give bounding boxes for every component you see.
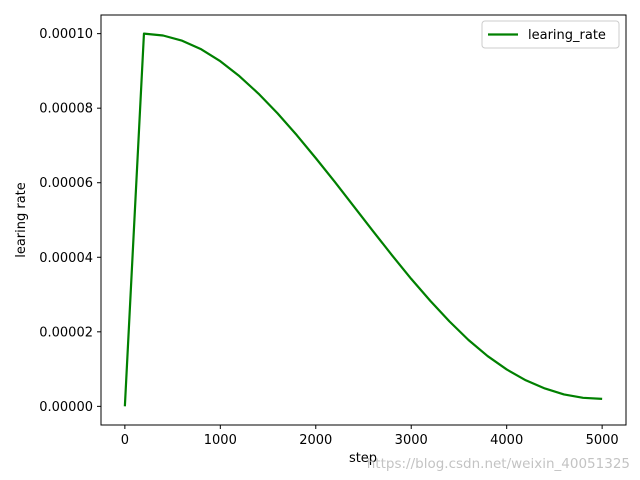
y-tick-label: 0.00006 <box>39 176 93 191</box>
y-tick-label: 0.00004 <box>39 251 93 266</box>
legend: learing_rate <box>481 20 620 49</box>
x-tick-label: 4000 <box>490 433 523 448</box>
legend-label: learing_rate <box>528 28 606 43</box>
x-axis-ticks: 0 1000 2000 3000 4000 5000 <box>121 425 619 448</box>
series-line-learing-rate <box>123 32 603 407</box>
y-tick-label: 0.00010 <box>39 27 93 42</box>
watermark-text: https://blog.csdn.net/weixin_40051325 <box>367 456 630 472</box>
y-axis-ticks: 0.00000 0.00002 0.00004 0.00006 0.00008 0.000… <box>39 27 101 415</box>
x-axis-label: step <box>349 451 377 466</box>
x-tick-label: 0 <box>121 433 129 448</box>
y-tick-label: 0.00000 <box>39 400 93 415</box>
legend-box <box>481 20 620 49</box>
plot-frame <box>100 14 627 426</box>
x-tick-label: 3000 <box>395 433 428 448</box>
x-tick-label: 1000 <box>204 433 237 448</box>
x-tick-label: 2000 <box>299 433 332 448</box>
y-tick-label: 0.00002 <box>39 325 93 340</box>
y-tick-label: 0.00008 <box>39 102 93 117</box>
x-tick-label: 5000 <box>586 433 619 448</box>
y-axis-label: learing rate <box>14 182 29 258</box>
